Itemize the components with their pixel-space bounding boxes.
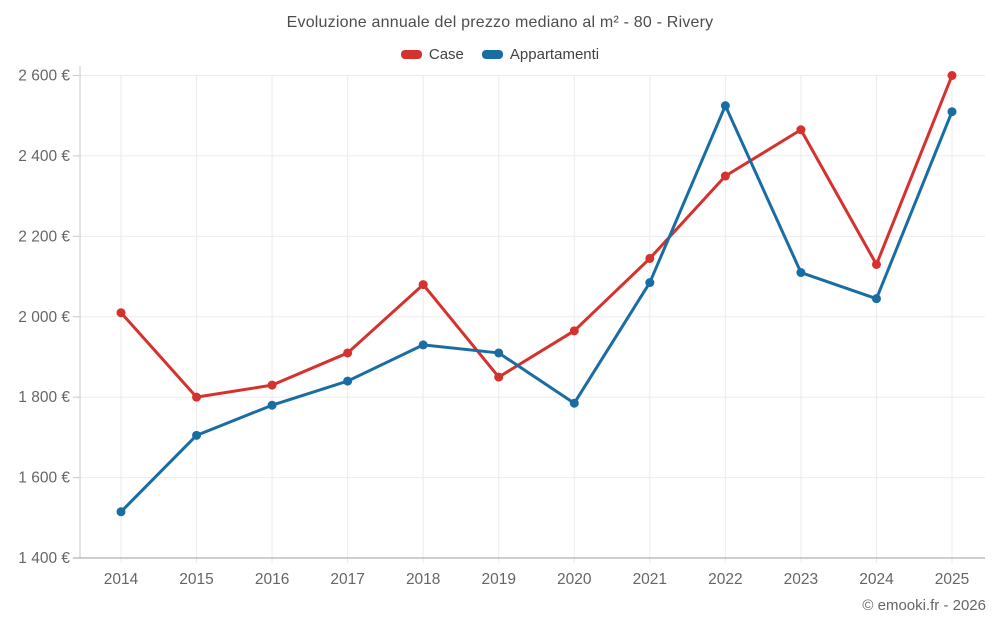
legend-item-appartamenti[interactable]: Appartamenti [481, 46, 600, 63]
x-axis-label: 2019 [481, 571, 515, 588]
data-point-appartamenti-2016[interactable] [267, 400, 277, 410]
y-axis-label: 2 600 € [18, 68, 70, 85]
data-point-case-2014[interactable] [116, 308, 126, 318]
y-axis-label: 2 400 € [18, 148, 70, 165]
data-point-case-2017[interactable] [343, 348, 353, 358]
chart-legend: Case Appartamenti [0, 46, 1000, 63]
data-point-appartamenti-2024[interactable] [871, 294, 881, 304]
y-axis-label: 2 200 € [18, 228, 70, 245]
y-axis-label: 1 400 € [18, 550, 70, 567]
data-point-case-2019[interactable] [494, 372, 504, 382]
data-point-appartamenti-2022[interactable] [720, 101, 730, 111]
data-point-appartamenti-2025[interactable] [947, 107, 957, 117]
data-point-appartamenti-2018[interactable] [418, 340, 428, 350]
case-series-swatch-icon [400, 50, 422, 59]
x-axis-label: 2023 [784, 571, 818, 588]
chart-title: Evoluzione annuale del prezzo mediano al… [286, 14, 714, 31]
x-axis-label: 2018 [406, 571, 440, 588]
data-point-appartamenti-2017[interactable] [343, 376, 353, 386]
data-point-case-2020[interactable] [569, 326, 579, 336]
data-point-case-2025[interactable] [947, 71, 957, 80]
data-point-case-2015[interactable] [192, 392, 202, 402]
data-point-case-2018[interactable] [418, 280, 428, 290]
data-point-case-2021[interactable] [645, 253, 655, 263]
data-point-case-2023[interactable] [796, 125, 806, 135]
x-axis-label: 2021 [633, 571, 667, 588]
x-axis-label: 2024 [859, 571, 894, 588]
x-axis-label: 2020 [557, 571, 592, 588]
data-point-appartamenti-2019[interactable] [494, 348, 504, 358]
legend-label-appartamenti: Appartamenti [509, 46, 600, 63]
data-point-appartamenti-2014[interactable] [116, 507, 126, 517]
data-point-appartamenti-2015[interactable] [192, 430, 202, 440]
y-axis-label: 1 800 € [18, 389, 70, 406]
legend-label-case: Case [428, 46, 464, 63]
data-point-appartamenti-2023[interactable] [796, 268, 806, 278]
y-axis-label: 1 600 € [18, 470, 70, 487]
series-line-appartamenti [119, 104, 954, 514]
data-point-appartamenti-2020[interactable] [569, 398, 579, 408]
x-axis-label: 2022 [708, 571, 742, 588]
x-axis-label: 2025 [935, 571, 969, 588]
appartamenti-series-swatch-icon [481, 50, 503, 59]
data-point-case-2016[interactable] [267, 380, 277, 390]
x-axis-label: 2017 [330, 571, 364, 588]
data-point-case-2022[interactable] [720, 171, 730, 181]
data-point-case-2024[interactable] [871, 259, 881, 269]
x-axis-label: 2016 [255, 571, 289, 588]
copyright-footer: © emooki.fr - 2026 [862, 597, 986, 614]
x-axis-label: 2015 [179, 571, 213, 588]
y-axis-label: 2 000 € [18, 309, 70, 326]
series-line-case [119, 74, 954, 399]
legend-item-case[interactable]: Case [400, 46, 464, 63]
x-axis-label: 2014 [104, 571, 139, 588]
data-point-appartamenti-2021[interactable] [645, 278, 655, 288]
